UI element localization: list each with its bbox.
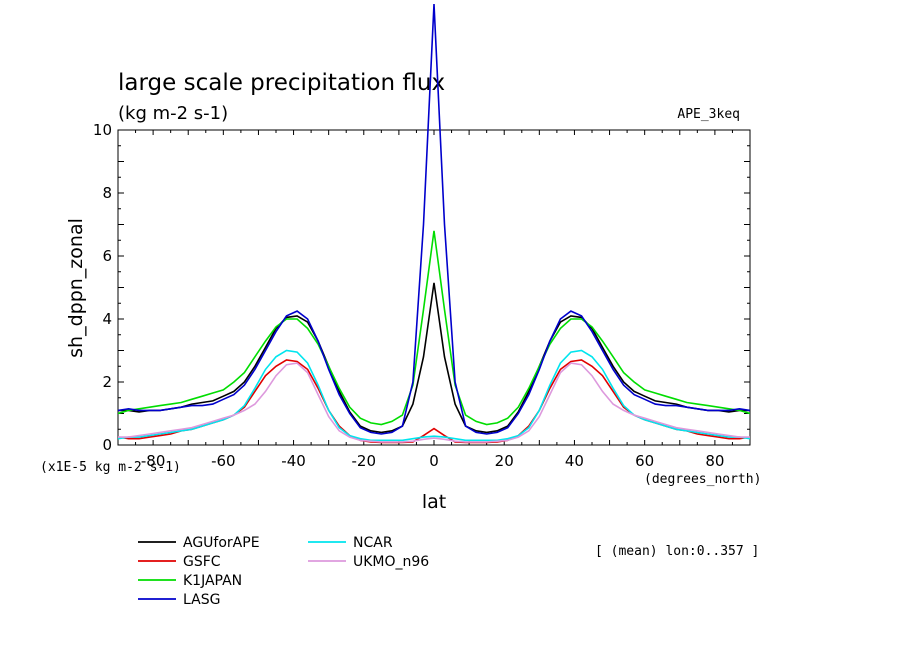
x-tick-label: 20	[495, 452, 514, 470]
x-tick-label: 80	[705, 452, 724, 470]
legend-label: NCAR	[353, 535, 393, 551]
plot-area: -80 -60 -40 -20 0 20 40 60 80 0 2 4 6 8 10	[93, 3, 751, 470]
x-tick-label: 0	[429, 452, 439, 470]
series-line-aguforape	[118, 282, 750, 434]
x-tick-label: 40	[565, 452, 584, 470]
experiment-label: APE_3keq	[677, 107, 740, 122]
y-tick-label: 6	[102, 247, 112, 265]
x-tick-label: 60	[635, 452, 654, 470]
series-line-k1japan	[118, 230, 750, 426]
y-scale-note: (x1E-5 kg m-2 s-1)	[40, 460, 181, 475]
legend-label: UKMO_n96	[353, 554, 429, 570]
chart-title: large scale precipitation flux	[118, 70, 445, 96]
series-lines	[118, 3, 750, 444]
legend-label: AGUforAPE	[183, 535, 260, 551]
x-tick-label: -80	[141, 452, 166, 470]
x-units-label: (degrees_north)	[644, 472, 761, 487]
legend-label: LASG	[183, 592, 220, 608]
y-tick-label: 10	[93, 121, 112, 139]
axis-ticks: -80 -60 -40 -20 0 20 40 60 80 0 2 4 6 8 10	[93, 121, 751, 470]
x-axis-label: lat	[422, 491, 446, 513]
x-tick-label: -20	[352, 452, 377, 470]
y-axis-label: sh_dppn_zonal	[65, 218, 87, 358]
averaging-note: [ (mean) lon:0..357 ]	[595, 544, 759, 559]
series-line-ncar	[118, 349, 750, 442]
y-tick-label: 0	[102, 436, 112, 454]
x-tick-label: -40	[281, 452, 306, 470]
y-tick-label: 8	[102, 184, 112, 202]
legend-label: GSFC	[183, 554, 221, 570]
y-tick-label: 4	[102, 310, 112, 328]
y-tick-label: 2	[102, 373, 112, 391]
chart-units: (kg m-2 s-1)	[118, 103, 228, 124]
series-line-lasg	[118, 3, 750, 435]
legend-label: K1JAPAN	[183, 573, 242, 589]
x-tick-label: -60	[211, 452, 236, 470]
legend: AGUforAPE GSFC K1JAPAN LASG NCAR UKMO_n96	[138, 535, 429, 608]
series-line-ukmo-n96	[118, 362, 750, 443]
